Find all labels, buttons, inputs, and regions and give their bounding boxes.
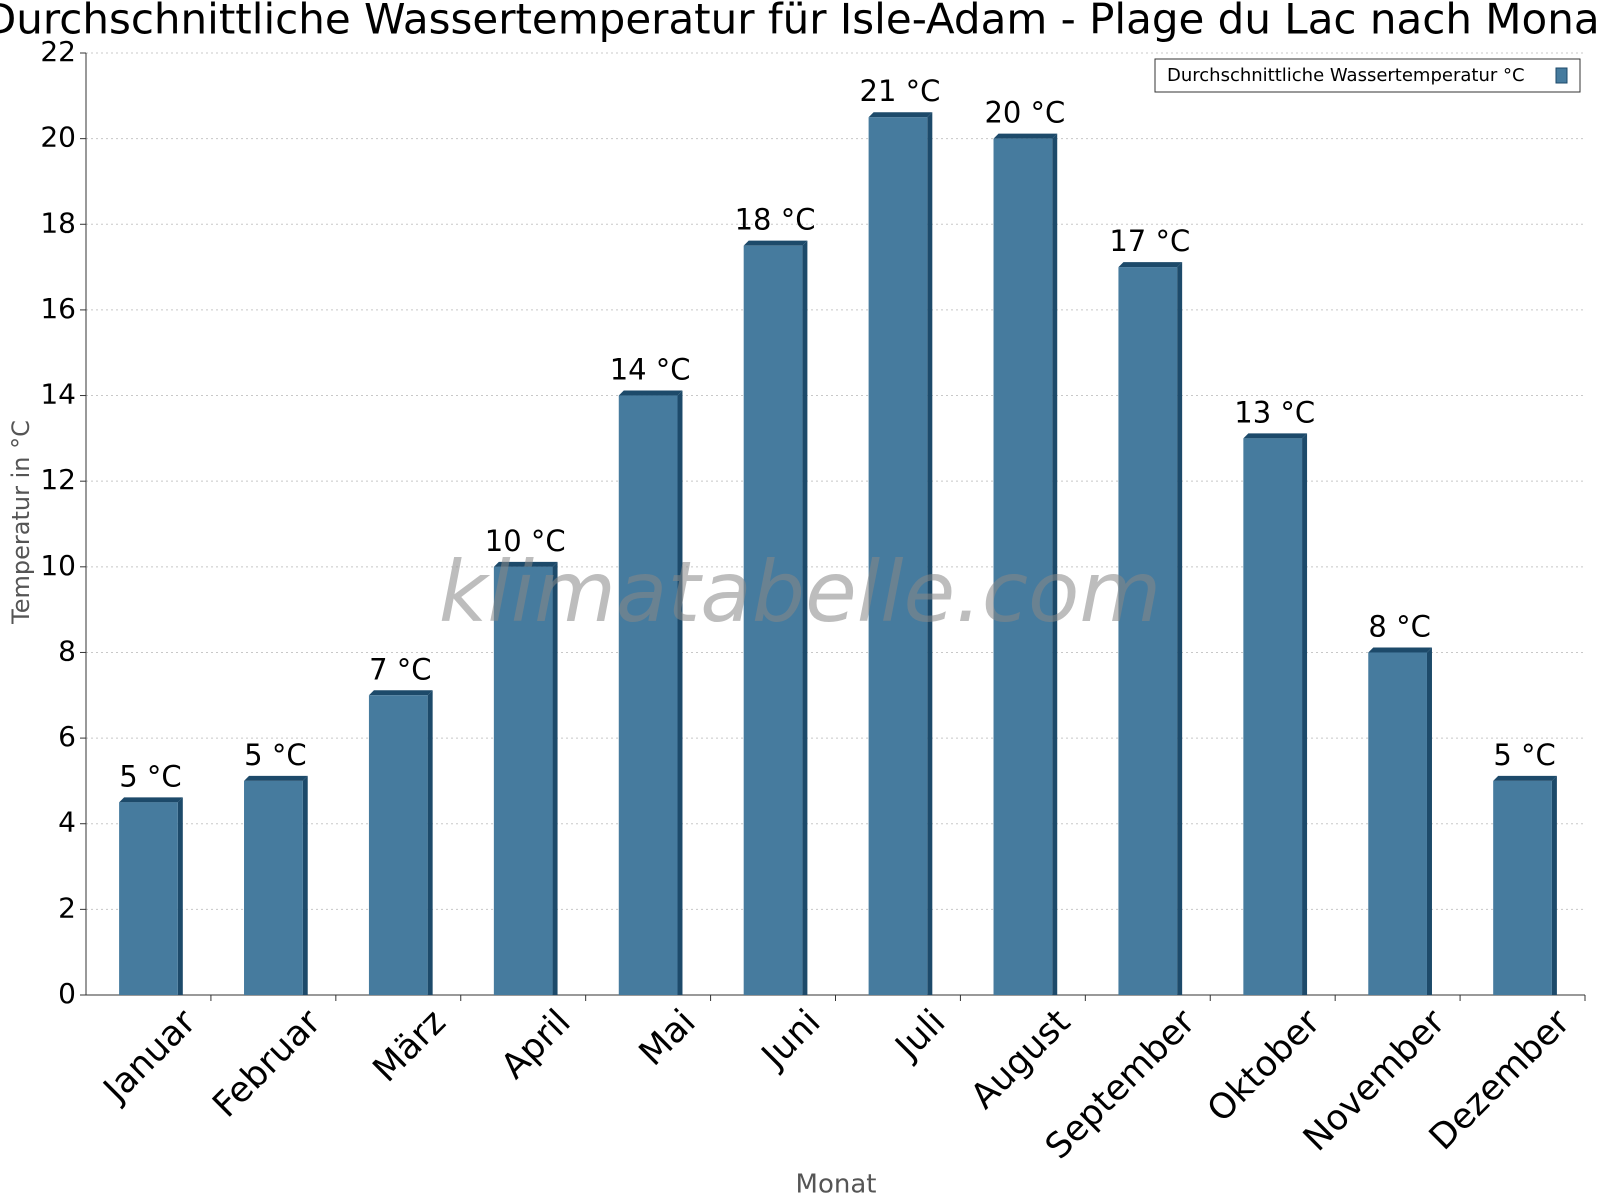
value-label: 17 °C [1109, 224, 1190, 258]
value-label: 7 °C [369, 652, 431, 686]
y-tick-label: 12 [40, 463, 76, 496]
bar [618, 395, 678, 996]
bar-side [1426, 647, 1432, 995]
chart-title: Durchschnittliche Wassertemperatur für I… [0, 0, 1600, 44]
bar-group [1368, 647, 1432, 995]
y-tick-label: 10 [40, 549, 76, 582]
value-label: 20 °C [984, 96, 1065, 130]
bar [1118, 267, 1178, 995]
bar-top [493, 561, 558, 567]
x-tick-label: Januar [95, 1002, 204, 1111]
bar-group [119, 797, 183, 995]
bar-top [618, 390, 683, 396]
bar-top [1243, 433, 1308, 439]
bar-side [1052, 133, 1058, 996]
y-tick-label: 22 [40, 35, 76, 68]
bar-side [552, 561, 558, 995]
y-tick-label: 16 [40, 292, 76, 325]
y-tick-label: 2 [58, 891, 76, 924]
x-tick-label: April [494, 1002, 579, 1087]
bar-side [927, 112, 933, 995]
bar-group [1243, 433, 1308, 995]
bar-side [302, 775, 308, 995]
x-tick-label: Mai [632, 1002, 704, 1074]
value-label: 14 °C [610, 353, 691, 387]
watermark: klimatabelle.com [439, 543, 1162, 641]
x-tick-label: März [366, 1002, 454, 1090]
bar-top [1368, 647, 1432, 653]
y-tick-label: 6 [58, 720, 76, 753]
y-tick-label: 18 [40, 206, 76, 239]
bar [244, 780, 303, 995]
bar-top [1493, 775, 1557, 781]
x-tick-label: Juli [887, 1002, 953, 1068]
bar [868, 117, 928, 995]
y-tick-label: 4 [58, 806, 76, 839]
y-tick-label: 8 [58, 634, 76, 667]
bar [743, 245, 803, 995]
bar-top [993, 133, 1058, 139]
value-label: 5 °C [244, 738, 306, 772]
bar-top [1118, 262, 1183, 268]
x-tick-label: Februar [205, 1002, 329, 1126]
bar [493, 566, 553, 995]
bar [1493, 780, 1552, 995]
bar-group [743, 240, 808, 995]
bar-group [993, 133, 1058, 996]
value-label: 5 °C [119, 759, 181, 793]
bar-top [368, 690, 433, 696]
y-tick-label: 20 [40, 121, 76, 154]
bar-group [618, 390, 683, 996]
value-label: 18 °C [735, 203, 816, 237]
bar-top [743, 240, 808, 246]
bar-side [427, 690, 433, 995]
bar [368, 695, 428, 995]
x-tick-label: Oktober [1200, 1002, 1328, 1130]
value-label: 21 °C [860, 74, 941, 108]
bar-side [802, 240, 808, 995]
bar-top [244, 775, 308, 781]
y-axis-title: Temperatur in °C [7, 420, 35, 625]
bar [1243, 438, 1303, 995]
legend-label: Durchschnittliche Wassertemperatur °C [1167, 65, 1525, 86]
bar-side [177, 797, 183, 995]
value-label: 13 °C [1234, 395, 1315, 429]
bar-group [368, 690, 433, 995]
bar [119, 802, 178, 995]
value-label: 5 °C [1493, 738, 1555, 772]
legend: Durchschnittliche Wassertemperatur °C [1154, 58, 1581, 93]
value-label: 8 °C [1368, 609, 1430, 643]
bar-group [1118, 262, 1183, 995]
x-tick-label: Juni [753, 1002, 828, 1077]
x-axis-title: Monat [796, 1170, 877, 1200]
bar-side [677, 390, 683, 996]
value-label: 10 °C [485, 524, 566, 558]
bar-group [868, 112, 933, 995]
bar-group [1493, 775, 1557, 995]
y-tick-label: 14 [40, 378, 76, 411]
legend-swatch [1555, 67, 1568, 84]
bar-top [119, 797, 183, 803]
bar-side [1177, 262, 1183, 995]
bar-group [493, 561, 558, 995]
bar-side [1551, 775, 1557, 995]
bar-group [244, 775, 308, 995]
y-tick-label: 0 [58, 977, 76, 1010]
bar [1368, 652, 1427, 995]
bar-side [1302, 433, 1308, 995]
bar-top [868, 112, 933, 118]
x-tick-label: August [963, 1002, 1078, 1117]
bar [993, 138, 1053, 996]
legend-box [1154, 58, 1581, 93]
